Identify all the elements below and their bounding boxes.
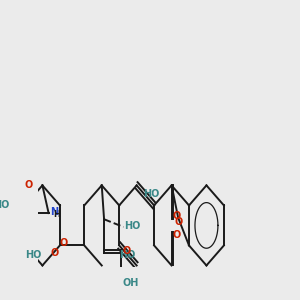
Text: O: O: [50, 248, 59, 258]
Text: O: O: [174, 217, 182, 227]
Text: HO: HO: [144, 189, 160, 199]
Text: O: O: [60, 238, 68, 248]
Text: HO: HO: [0, 200, 10, 210]
Text: O: O: [122, 246, 130, 256]
Text: H: H: [54, 210, 61, 219]
Text: O: O: [173, 211, 181, 220]
Text: O: O: [173, 230, 181, 240]
Text: HO: HO: [119, 250, 136, 260]
Text: N: N: [50, 207, 58, 217]
Text: O: O: [24, 180, 32, 190]
Text: HO: HO: [124, 220, 141, 231]
Text: HO: HO: [25, 250, 41, 260]
Text: OH: OH: [123, 278, 140, 288]
